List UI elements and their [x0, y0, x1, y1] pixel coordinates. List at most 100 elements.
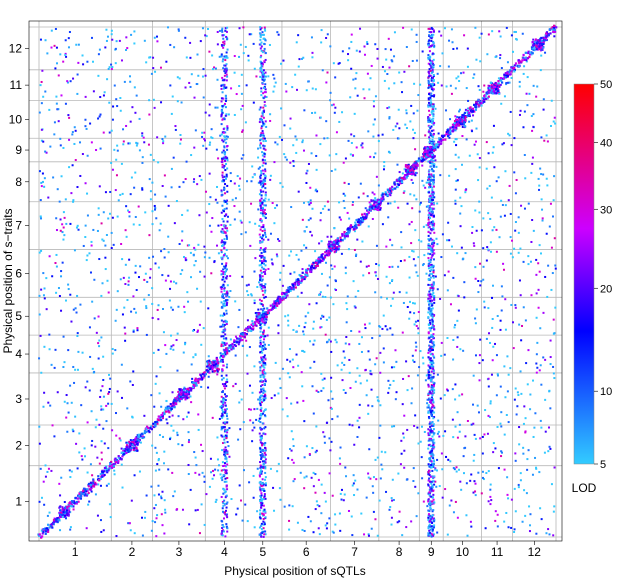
association-point: [221, 139, 224, 142]
association-point: [441, 135, 445, 139]
association-point: [432, 78, 435, 81]
association-point: [297, 34, 300, 37]
association-point: [225, 338, 228, 341]
association-point: [247, 54, 250, 57]
association-point: [225, 255, 228, 258]
association-point: [151, 425, 154, 428]
association-point: [221, 293, 224, 296]
association-point: [216, 78, 219, 81]
association-point: [429, 347, 432, 350]
association-point: [225, 412, 228, 415]
association-point: [217, 224, 220, 227]
association-point: [223, 83, 226, 86]
association-point: [130, 310, 133, 313]
association-point: [378, 334, 381, 337]
association-point: [238, 184, 241, 187]
association-point: [220, 190, 223, 193]
association-point: [412, 258, 415, 261]
association-point: [553, 377, 556, 380]
association-point: [353, 135, 356, 138]
association-point: [435, 165, 438, 168]
association-point: [510, 239, 513, 242]
association-point: [433, 501, 436, 504]
association-point: [223, 151, 226, 154]
association-point: [224, 169, 227, 172]
association-point: [223, 488, 226, 491]
association-point: [261, 532, 264, 535]
association-point: [225, 429, 228, 432]
association-point: [224, 382, 227, 385]
association-point: [203, 137, 206, 140]
association-point: [362, 274, 365, 277]
association-point: [396, 521, 399, 524]
association-point: [230, 348, 233, 351]
association-point: [422, 263, 425, 266]
association-point: [220, 133, 223, 136]
association-point: [262, 520, 265, 523]
association-point: [429, 261, 432, 264]
association-point: [334, 288, 337, 291]
association-point: [485, 167, 488, 170]
association-point: [428, 432, 431, 435]
association-point: [545, 232, 548, 235]
association-point: [432, 80, 435, 83]
association-point: [220, 110, 223, 113]
association-point: [381, 468, 384, 471]
association-point: [306, 169, 309, 172]
association-point: [426, 505, 429, 508]
association-point: [260, 132, 263, 135]
association-point: [428, 75, 431, 78]
association-point: [482, 478, 485, 481]
association-point: [432, 292, 435, 295]
association-point: [187, 473, 190, 476]
association-point: [196, 287, 199, 290]
association-point: [177, 29, 180, 32]
association-point: [535, 466, 538, 469]
association-point: [260, 180, 263, 183]
association-point: [70, 401, 73, 404]
association-point: [217, 469, 220, 472]
association-point: [176, 508, 179, 511]
association-point: [254, 222, 257, 225]
association-point: [326, 137, 329, 140]
association-point: [303, 244, 306, 247]
association-point: [427, 120, 430, 123]
association-point: [449, 460, 452, 463]
association-point: [157, 459, 160, 462]
association-point: [260, 428, 263, 431]
association-point: [225, 294, 228, 297]
association-point: [224, 102, 227, 105]
association-point: [107, 402, 110, 405]
association-point: [358, 403, 361, 406]
association-point: [258, 417, 261, 420]
association-point: [56, 62, 59, 65]
association-point: [431, 119, 434, 122]
association-point: [427, 160, 430, 163]
association-point: [42, 405, 45, 408]
association-point: [429, 104, 432, 107]
association-point: [141, 161, 144, 164]
association-point: [97, 117, 100, 120]
association-point: [427, 526, 430, 529]
association-point: [134, 311, 137, 314]
association-point: [264, 177, 267, 180]
association-point: [222, 427, 225, 430]
association-point: [94, 493, 97, 496]
association-point: [347, 509, 350, 512]
association-point: [223, 175, 226, 178]
association-point: [263, 248, 266, 251]
association-point: [229, 223, 232, 226]
association-point: [287, 324, 290, 327]
association-point: [518, 443, 521, 446]
association-point: [76, 334, 79, 337]
association-point: [260, 388, 263, 391]
association-point: [390, 304, 393, 307]
association-point: [452, 358, 455, 361]
association-point: [400, 439, 403, 442]
association-point: [432, 103, 435, 106]
association-point: [43, 177, 46, 180]
association-point: [431, 515, 434, 518]
association-point: [458, 423, 461, 426]
association-point: [301, 528, 304, 531]
association-point: [259, 448, 262, 451]
